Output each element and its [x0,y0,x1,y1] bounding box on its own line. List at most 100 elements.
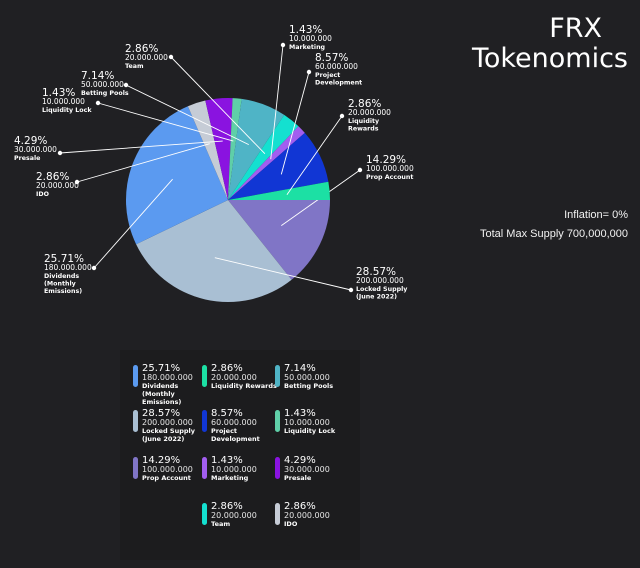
slice-percent-label: 2.86% [36,171,69,183]
legend-name: Prop Account [142,474,191,482]
slice-percent-label: 7.14% [81,70,114,82]
legend-name: Betting Pools [284,382,334,390]
legend-amount: 60.000.000 [211,418,257,427]
leader-line [93,178,173,269]
slice-amount-label: 10.000.000 [289,34,332,43]
legend-percent: 8.57% [211,408,243,419]
legend-name: IDO [284,520,298,528]
legend-item: 8.57% 60.000.000 Project Development [202,408,277,452]
legend-name: Dividends (Monthly Emissions) [142,382,182,406]
legend-name: Presale [284,474,312,482]
slice-percent-label: 2.86% [125,43,158,55]
slice-percent-label: 28.57% [356,266,396,278]
leader-line [125,84,249,146]
leader-dot [123,82,129,88]
slice-name-label: Rewards [348,126,379,133]
legend-name: Liquidity Rewards [211,382,277,390]
pie-slice-dividends-monthly-emissions [125,106,228,245]
pie-slice-project-development [228,132,329,200]
legend-amount: 50.000.000 [284,373,330,382]
legend-percent: 28.57% [142,408,181,419]
slice-percent-label: 4.29% [14,135,47,147]
title-line-1: FRX [549,13,602,44]
leader-dot [306,69,312,75]
legend-swatch [202,503,207,525]
pie-slice-ido [187,100,228,200]
legend-swatch [202,410,207,432]
legend-amount: 30.000.000 [284,465,330,474]
legend-amount: 20.000.000 [284,511,330,520]
slice-name-label: (Monthly [44,281,76,288]
leader-line [286,115,343,195]
leader-dot [95,100,101,106]
pie-slice-liquidity-lock [228,98,242,200]
leader-dot [57,150,63,156]
inflation-text: Inflation= 0% [564,209,628,221]
legend-item: 2.86% 20.000.000 Liquidity Rewards [202,363,277,407]
legend-item: 25.71% 180.000.000 Dividends (Monthly Emis… [133,363,208,407]
slice-amount-label: 100.000.000 [366,164,414,173]
legend-item: 2.86% 20.000.000 IDO [275,501,350,545]
slice-percent-label: 25.71% [44,253,84,265]
legend-swatch [202,457,207,479]
slice-name-label: (June 2022) [356,294,397,301]
legend-percent: 14.29% [142,455,181,466]
slice-amount-label: 20.000.000 [348,108,391,117]
leader-line [59,140,223,154]
slice-name-label: Team [125,63,144,70]
leader-line [270,44,284,160]
legend-amount: 100.000.000 [142,465,193,474]
slice-amount-label: 10.000.000 [42,97,85,106]
slice-percent-label: 1.43% [289,24,322,36]
legend-swatch [275,503,280,525]
legend-item: 14.29% 100.000.000 Prop Account [133,455,208,499]
legend-name: Marketing [211,474,249,482]
legend-amount: 20.000.000 [211,511,257,520]
legend-swatch [275,365,280,387]
chart-title: FRX Tokenomics [428,14,628,74]
slice-amount-label: 30.000.000 [14,145,57,154]
total-supply-text: Total Max Supply 700,000,000 [480,228,628,240]
pie-slice-team [228,114,299,200]
legend-item: 1.43% 10.000.000 Marketing [202,455,277,499]
slice-amount-label: 200.000.000 [356,276,404,285]
legend-percent: 2.86% [211,501,243,512]
leader-line [214,257,352,291]
slice-amount-label: 180.000.000 [44,263,92,272]
leader-dot [339,113,345,119]
leader-line [280,71,310,175]
slice-name-label: Development [315,80,362,87]
legend-percent: 2.86% [211,363,243,374]
legend-item: 1.43% 10.000.000 Liquidity Lock [275,408,350,452]
legend-swatch [275,410,280,432]
legend-swatch [133,457,138,479]
slice-amount-label: 20.000.000 [36,181,79,190]
pie-slice-presale [205,97,233,200]
legend-name: Team [211,520,231,528]
slice-name-label: Emissions) [44,288,82,295]
slice-name-label: IDO [36,191,50,198]
pie-slice-locked-supply-june-2022 [136,200,292,302]
legend-item: 7.14% 50.000.000 Betting Pools [275,363,350,407]
legend-name: Liquidity Lock [284,427,336,435]
slice-name-label: Liquidity Lock [42,107,92,114]
pie-slice-prop-account [228,200,330,280]
legend-swatch [275,457,280,479]
legend-percent: 4.29% [284,455,316,466]
slice-name-label: Liquidity [348,118,379,125]
legend-name: Locked Supply (June 2022) [142,427,196,443]
slice-name-label: Locked Supply [356,286,407,293]
slice-name-label: Project [315,72,340,79]
slice-amount-label: 20.000.000 [125,53,168,62]
title-line-2: Tokenomics [471,43,628,74]
legend-swatch [202,365,207,387]
legend-swatch [133,365,138,387]
legend-item: 28.57% 200.000.000 Locked Supply (June 202… [133,408,208,452]
slice-name-label: Presale [14,155,40,162]
legend-percent: 2.86% [284,501,316,512]
legend-amount: 180.000.000 [142,373,193,382]
slice-name-label: Betting Pools [81,90,129,97]
leader-dot [74,179,80,185]
slice-percent-label: 14.29% [366,154,406,166]
leader-dot [348,287,354,293]
